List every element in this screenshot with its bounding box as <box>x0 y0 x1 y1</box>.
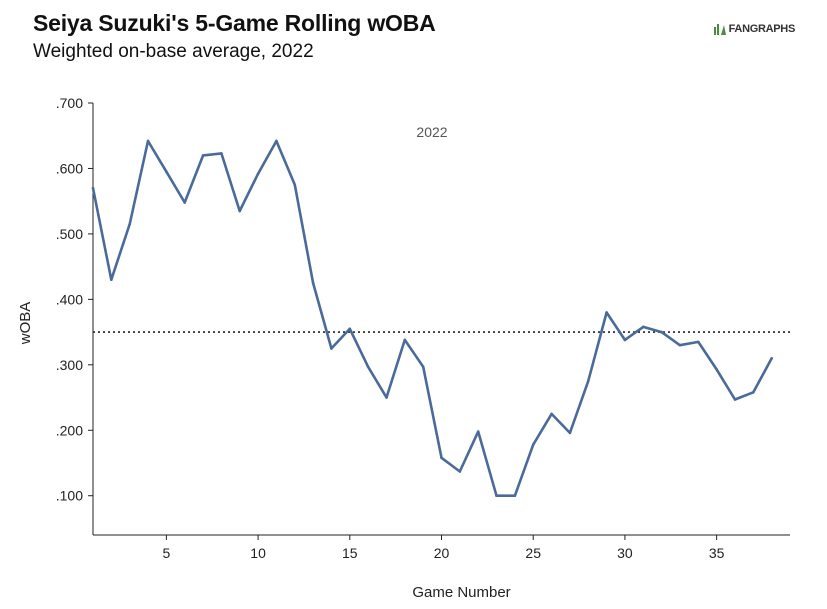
chart-ticks: .100 .200 .300 .400 .500 .600 .700 5 10 15 20 25 30 3… <box>56 95 725 561</box>
data-point <box>641 325 645 329</box>
data-point <box>495 494 498 498</box>
data-point <box>146 139 150 143</box>
year-annotation: 2022 <box>416 124 447 140</box>
y-tick-label: .700 <box>56 95 83 111</box>
data-point <box>733 398 737 401</box>
series-points <box>91 139 773 498</box>
y-axis-title: wOBA <box>17 302 34 346</box>
data-point <box>568 431 572 435</box>
data-point <box>696 340 700 344</box>
data-point <box>715 368 718 371</box>
chart-subtitle: Weighted on-base average, 2022 <box>33 41 314 62</box>
data-point <box>165 170 168 174</box>
x-axis-title: Game Number <box>412 584 510 601</box>
y-tick-label: .400 <box>56 291 83 307</box>
data-point <box>660 330 663 334</box>
data-point <box>403 338 407 342</box>
fangraphs-logo: FANGRAPHS <box>713 22 795 36</box>
data-point <box>513 494 517 498</box>
data-point <box>605 311 608 314</box>
data-point <box>458 470 462 473</box>
data-point <box>770 356 773 360</box>
data-point <box>238 209 242 213</box>
x-tick-label: 15 <box>342 545 358 561</box>
data-point <box>256 172 260 175</box>
data-point <box>275 139 278 143</box>
fangraphs-tree-icon <box>713 24 726 35</box>
data-point <box>678 343 682 347</box>
data-point <box>531 443 535 446</box>
x-tick-label: 25 <box>525 545 541 561</box>
data-point <box>421 365 425 369</box>
data-point <box>201 154 205 157</box>
y-tick-label: .200 <box>56 422 83 438</box>
data-point <box>348 327 352 331</box>
x-tick-label: 20 <box>434 545 450 561</box>
data-point <box>128 222 131 226</box>
data-point <box>330 347 333 350</box>
data-point <box>550 412 553 416</box>
data-point <box>220 152 223 155</box>
data-point <box>311 281 315 285</box>
data-point <box>385 396 388 399</box>
data-point <box>366 365 370 369</box>
data-point <box>586 379 590 383</box>
data-point <box>440 456 443 460</box>
x-tick-label: 5 <box>162 545 170 561</box>
x-tick-label: 30 <box>617 545 633 561</box>
fangraphs-logo-text: FANGRAPHS <box>728 23 796 35</box>
data-point <box>293 183 297 187</box>
data-point <box>623 338 627 342</box>
data-point <box>110 278 113 282</box>
series-line <box>91 139 773 497</box>
data-point <box>91 186 95 190</box>
chart-title: Seiya Suzuki's 5-Game Rolling wOBA <box>33 10 436 36</box>
y-tick-label: .300 <box>56 357 83 373</box>
y-tick-label: .100 <box>56 488 83 504</box>
y-tick-label: .600 <box>56 160 83 176</box>
data-point <box>183 201 187 204</box>
x-tick-label: 35 <box>709 545 725 561</box>
data-point <box>476 430 480 433</box>
y-tick-label: .500 <box>56 226 83 242</box>
data-point <box>752 391 755 394</box>
x-tick-label: 10 <box>250 545 266 561</box>
